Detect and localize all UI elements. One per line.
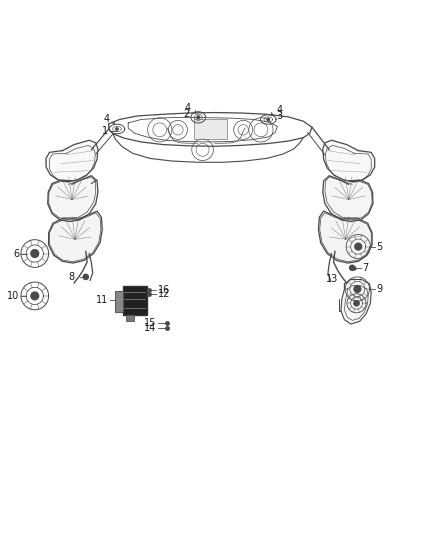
Polygon shape [341, 279, 371, 324]
Text: 11: 11 [96, 295, 108, 305]
Circle shape [197, 116, 200, 119]
Polygon shape [46, 140, 98, 182]
Polygon shape [323, 176, 373, 222]
Polygon shape [323, 140, 374, 182]
FancyBboxPatch shape [115, 292, 123, 312]
FancyBboxPatch shape [194, 119, 227, 139]
Text: 10: 10 [7, 291, 19, 301]
Text: 13: 13 [326, 274, 338, 285]
Circle shape [267, 118, 269, 120]
Text: 15: 15 [144, 318, 156, 328]
Text: 9: 9 [376, 284, 382, 294]
Text: 14: 14 [144, 323, 156, 333]
Circle shape [354, 301, 359, 306]
Circle shape [116, 128, 118, 130]
Circle shape [350, 265, 355, 270]
Polygon shape [49, 211, 102, 263]
Text: 1: 1 [102, 126, 108, 136]
Polygon shape [318, 211, 372, 263]
Text: 7: 7 [363, 263, 369, 273]
Text: 4: 4 [184, 103, 191, 113]
Text: 4: 4 [276, 105, 283, 115]
Circle shape [31, 292, 39, 300]
Circle shape [83, 274, 88, 279]
Circle shape [31, 249, 39, 257]
Text: 8: 8 [68, 272, 74, 282]
Text: 2: 2 [184, 109, 190, 119]
Polygon shape [48, 176, 98, 222]
Circle shape [355, 243, 362, 250]
FancyBboxPatch shape [127, 315, 134, 321]
Text: 3: 3 [276, 111, 282, 121]
Text: 16: 16 [158, 285, 170, 295]
Text: 5: 5 [376, 241, 383, 252]
Text: 4: 4 [103, 114, 110, 124]
Text: 6: 6 [13, 248, 19, 259]
Circle shape [354, 286, 361, 293]
FancyBboxPatch shape [123, 286, 147, 315]
Text: 12: 12 [158, 289, 170, 299]
